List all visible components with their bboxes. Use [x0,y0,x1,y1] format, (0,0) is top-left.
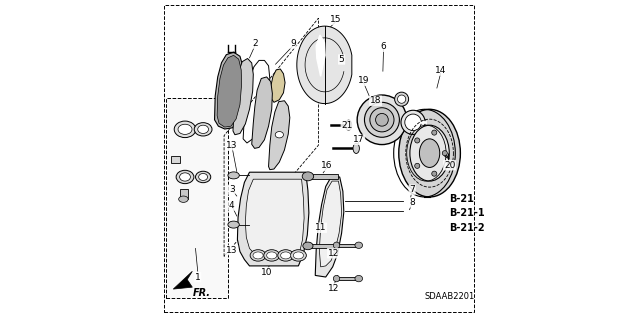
Polygon shape [316,35,325,76]
Polygon shape [237,172,309,266]
Ellipse shape [355,242,362,249]
Ellipse shape [280,252,291,259]
Ellipse shape [275,131,284,138]
Text: 3: 3 [229,185,235,194]
Polygon shape [214,52,244,129]
Ellipse shape [432,171,437,176]
Ellipse shape [264,250,280,261]
Ellipse shape [228,172,239,179]
Polygon shape [217,55,241,127]
Bar [337,244,358,247]
Text: B-21-2: B-21-2 [449,223,485,233]
Text: 4: 4 [229,201,234,210]
Text: FR.: FR. [193,288,211,298]
Bar [166,98,228,298]
Ellipse shape [302,172,314,181]
Text: B-21-1: B-21-1 [449,209,485,219]
Ellipse shape [376,114,388,126]
Ellipse shape [179,196,188,202]
Bar [308,174,338,179]
Text: 11: 11 [315,223,326,232]
Ellipse shape [291,250,307,261]
Bar [308,244,338,248]
Ellipse shape [253,252,263,259]
Text: 14: 14 [435,66,446,75]
Ellipse shape [442,151,447,156]
Ellipse shape [397,95,406,103]
Polygon shape [245,179,304,253]
Ellipse shape [405,114,421,130]
Polygon shape [316,177,344,277]
Ellipse shape [419,139,440,167]
Bar [180,189,188,199]
Text: 12: 12 [328,249,339,258]
Ellipse shape [250,250,266,261]
Text: 17: 17 [353,135,365,144]
Ellipse shape [180,173,191,181]
Ellipse shape [178,124,192,134]
Text: 5: 5 [339,55,344,64]
Ellipse shape [364,102,399,137]
Text: 12: 12 [328,284,339,293]
Ellipse shape [303,242,313,250]
Text: 8: 8 [409,198,415,207]
Ellipse shape [174,121,196,137]
Ellipse shape [395,92,408,106]
Ellipse shape [198,174,207,181]
Ellipse shape [415,138,420,143]
Ellipse shape [267,252,277,259]
Ellipse shape [278,250,294,261]
Text: 16: 16 [321,161,333,170]
Ellipse shape [401,110,425,134]
Text: 6: 6 [381,42,387,51]
Text: 21: 21 [341,121,353,130]
Text: 9: 9 [290,39,296,48]
Ellipse shape [353,143,360,153]
Text: 10: 10 [261,268,273,277]
Text: 13: 13 [226,246,237,255]
Ellipse shape [415,163,420,168]
Text: 1: 1 [195,272,200,281]
Text: 18: 18 [370,96,381,105]
Ellipse shape [346,120,352,130]
Ellipse shape [195,171,211,183]
Ellipse shape [176,170,194,184]
Polygon shape [319,181,342,267]
Ellipse shape [355,275,362,282]
Ellipse shape [370,108,394,132]
Text: 13: 13 [226,141,237,150]
Text: 19: 19 [358,76,369,85]
Text: 7: 7 [409,185,415,194]
Text: 15: 15 [330,15,341,24]
Polygon shape [269,101,290,170]
Text: 2: 2 [252,39,258,48]
Bar [172,156,180,163]
Polygon shape [270,69,285,102]
Ellipse shape [410,125,449,181]
Ellipse shape [357,95,406,145]
Polygon shape [173,271,193,289]
Polygon shape [297,26,352,104]
Ellipse shape [228,221,239,228]
Ellipse shape [194,123,212,136]
Bar [337,277,358,280]
Text: 20: 20 [444,161,455,170]
Ellipse shape [399,109,460,197]
Text: SDAAB2201: SDAAB2201 [425,292,475,301]
Ellipse shape [333,242,340,249]
Ellipse shape [333,275,340,282]
Polygon shape [252,77,273,148]
Ellipse shape [198,125,209,133]
Text: B-21: B-21 [449,194,474,204]
Ellipse shape [432,130,437,135]
Ellipse shape [293,252,303,259]
Polygon shape [233,58,253,135]
